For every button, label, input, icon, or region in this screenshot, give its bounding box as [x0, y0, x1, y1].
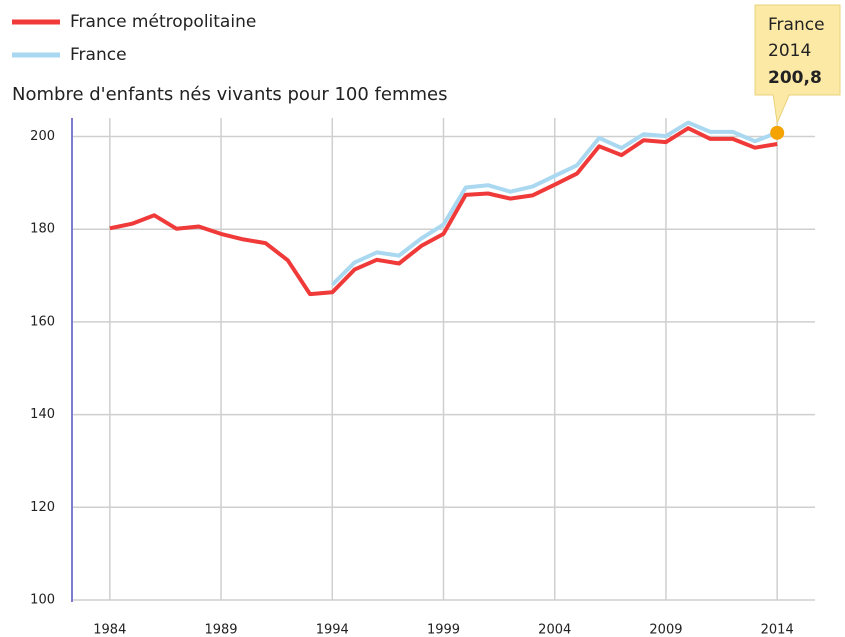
line-series [330, 120, 778, 287]
tooltip-box [754, 4, 841, 125]
y-tick-label: 200 [30, 129, 55, 144]
legend-label: France métropolitaine [70, 12, 256, 32]
y-axis-label: Nombre d'enfants nés vivants pour 100 fe… [12, 84, 448, 105]
x-tick-label: 1984 [93, 623, 126, 637]
x-tick-label: 1994 [316, 623, 349, 637]
x-tick-label: 2004 [538, 623, 571, 637]
highlight-point [770, 125, 785, 140]
x-tick-label: 2009 [649, 623, 682, 637]
tooltip-value: 200,8 [768, 68, 822, 88]
y-tick-label: 120 [30, 500, 55, 515]
x-tick-label: 1989 [204, 623, 237, 637]
x-tick-label: 1999 [427, 623, 460, 637]
y-tick-label: 160 [30, 314, 55, 329]
tooltip-series: France [768, 15, 825, 35]
y-tick-label: 140 [30, 407, 55, 422]
y-tick-label: 100 [30, 593, 55, 608]
legend-label: France [70, 45, 127, 65]
line-series [109, 126, 778, 297]
x-tick-label: 2014 [761, 623, 794, 637]
y-tick-label: 180 [30, 222, 55, 237]
tooltip-year: 2014 [768, 41, 811, 61]
